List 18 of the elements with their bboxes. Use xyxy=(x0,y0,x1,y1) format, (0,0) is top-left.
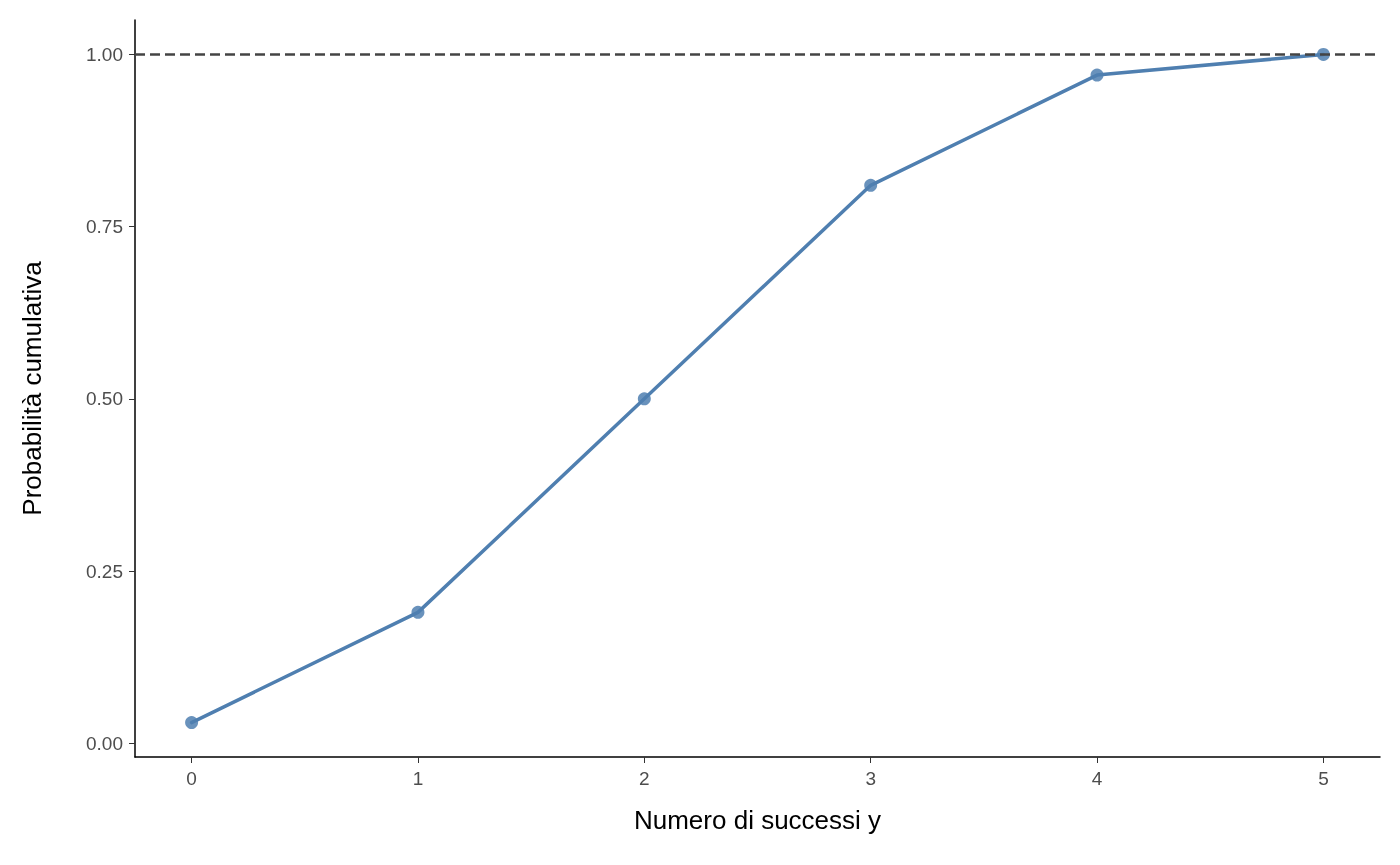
y-tick-label: 0.75 xyxy=(86,216,123,238)
x-tick-label: 4 xyxy=(1091,768,1103,789)
x-tick-label: 3 xyxy=(865,768,876,789)
point xyxy=(1090,68,1104,82)
point xyxy=(637,392,651,406)
point xyxy=(185,716,199,730)
x-tick-label: 2 xyxy=(639,768,650,789)
point xyxy=(411,605,425,619)
x-tick-label: 0 xyxy=(186,768,197,789)
point xyxy=(864,178,878,192)
x-axis-title: Numero di successi y xyxy=(633,805,882,835)
x-tick-label: 5 xyxy=(1318,768,1329,789)
y-tick-label: 0.50 xyxy=(86,388,123,410)
y-axis-title: Probabilità cumulativa xyxy=(17,260,47,516)
y-tick-label: 0.00 xyxy=(86,732,123,754)
y-tick-label: 1.00 xyxy=(86,43,123,65)
y-tick-label: 0.25 xyxy=(86,560,123,582)
x-tick-label: 1 xyxy=(412,768,424,789)
